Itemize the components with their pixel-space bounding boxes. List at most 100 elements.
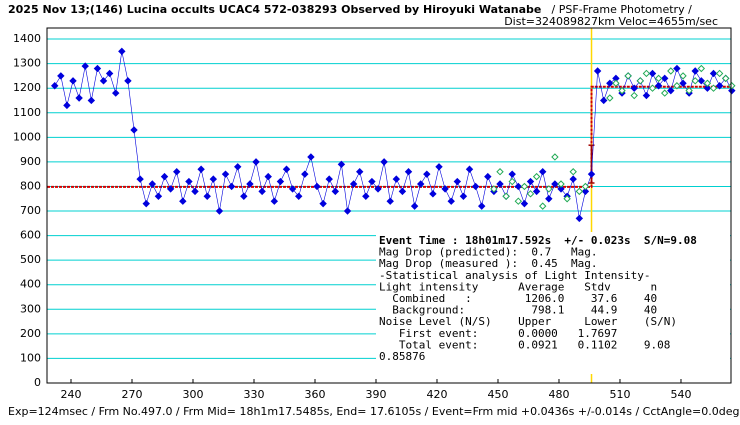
x-tick-label: 300: [182, 388, 203, 401]
data-point: [87, 96, 96, 105]
data-point: [136, 175, 144, 183]
data-point: [581, 182, 590, 191]
data-point: [374, 185, 382, 193]
y-tick-label: 600: [20, 229, 41, 242]
annotation: Combined : 1206.0 37.6 40: [379, 292, 657, 305]
data-point: [569, 168, 577, 176]
annotation: Mag Drop (measured ): 0.45 Mag.: [379, 257, 598, 270]
data-point: [691, 67, 699, 75]
data-point: [593, 67, 602, 75]
data-point: [227, 182, 236, 191]
data-point: [392, 175, 401, 183]
data-point: [398, 187, 407, 196]
data-point: [526, 177, 535, 186]
data-point: [331, 187, 340, 196]
data-point: [715, 82, 724, 90]
data-point: [203, 192, 211, 200]
data-point: [581, 187, 590, 196]
data-point: [508, 177, 516, 186]
data-point: [709, 84, 718, 92]
data-point: [575, 214, 584, 223]
data-point: [301, 170, 309, 178]
data-point: [81, 62, 89, 70]
data-point: [215, 207, 224, 215]
data-point: [386, 197, 394, 205]
data-point: [575, 187, 584, 196]
x-tick-label: 270: [121, 388, 142, 401]
data-point: [429, 190, 437, 198]
x-tick-label: 240: [60, 388, 81, 401]
y-tick-label: 1300: [13, 57, 41, 70]
y-tick-label: 1100: [13, 106, 41, 119]
data-point: [539, 202, 547, 210]
data-point: [715, 69, 724, 78]
data-point: [410, 202, 419, 210]
data-point: [636, 77, 645, 85]
data-point: [282, 165, 291, 173]
x-tick-label: 420: [426, 388, 447, 401]
data-point: [703, 84, 712, 92]
data-point: [648, 84, 657, 92]
data-point: [240, 192, 248, 200]
y-tick-label: 1200: [13, 81, 41, 94]
data-point: [130, 126, 138, 134]
annotation-box: [376, 232, 730, 374]
data-point: [557, 180, 565, 188]
data-point: [142, 199, 150, 208]
y-tick-label: 200: [20, 327, 41, 340]
chart-title: 2025 Nov 13;(146) Lucina occults UCAC4 5…: [8, 3, 541, 16]
data-point: [252, 158, 260, 166]
x-tick-label: 390: [365, 388, 386, 401]
data-point: [197, 165, 205, 173]
x-tick-label: 360: [304, 388, 325, 401]
data-point: [191, 187, 199, 196]
data-point: [709, 69, 718, 78]
data-point: [514, 197, 523, 205]
annotation: Total event: 0.0921 0.1102 9.08: [379, 338, 670, 351]
y-tick-label: 700: [20, 204, 41, 217]
y-tick-label: 300: [20, 302, 41, 315]
data-point: [691, 77, 699, 85]
footer: Exp=124msec / Frm No.497.0 / Frm Mid= 18…: [8, 405, 739, 418]
annotation: -Statistical analysis of Light Intensity…: [379, 269, 651, 282]
data-point: [258, 187, 266, 196]
data-point: [124, 77, 132, 85]
data-point: [545, 195, 553, 203]
data-point: [69, 77, 77, 85]
data-point: [173, 168, 181, 176]
data-point: [63, 101, 71, 110]
data-point: [51, 82, 59, 90]
data-point: [551, 153, 559, 161]
data-point: [606, 94, 614, 102]
data-point: [185, 177, 193, 186]
data-point: [661, 74, 669, 83]
annotation: 0.85876: [379, 350, 425, 363]
data-point: [630, 91, 638, 100]
data-point: [551, 180, 559, 188]
annotation: Light intensity Average Stdv n: [379, 280, 657, 293]
data-point: [380, 158, 388, 166]
data-point: [325, 175, 333, 183]
data-point: [532, 172, 541, 181]
data-point: [606, 79, 614, 87]
data-point: [673, 64, 681, 73]
data-point: [276, 177, 285, 186]
data-point: [496, 168, 504, 176]
data-point: [502, 192, 510, 200]
data-point: [404, 168, 413, 176]
data-point: [728, 82, 736, 90]
y-tick-label: 1400: [13, 32, 41, 45]
annotation: Event Time : 18h01m17.592s +/- 0.023s S/…: [379, 234, 697, 247]
data-point: [337, 160, 346, 169]
data-point: [496, 180, 504, 188]
data-point: [618, 86, 626, 95]
data-point: [270, 197, 279, 205]
data-point: [105, 69, 114, 78]
plot-frame: [46, 27, 732, 384]
data-point: [246, 180, 254, 188]
data-point: [526, 190, 535, 198]
data-point: [313, 182, 321, 191]
data-point: [112, 89, 120, 97]
data-point: [703, 79, 712, 87]
